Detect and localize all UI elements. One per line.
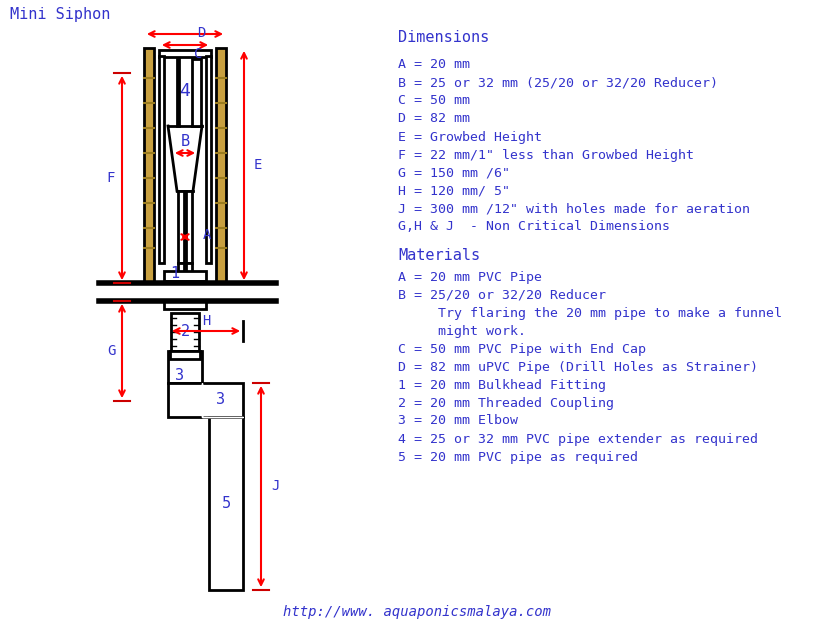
Text: Mini Siphon: Mini Siphon xyxy=(10,6,110,21)
Text: B = 25 or 32 mm (25/20 or 32/20 Reducer): B = 25 or 32 mm (25/20 or 32/20 Reducer) xyxy=(398,76,718,89)
Text: 3: 3 xyxy=(175,367,184,382)
Bar xyxy=(168,351,202,383)
Text: F = 22 mm/1" less than Growbed Height: F = 22 mm/1" less than Growbed Height xyxy=(398,149,694,161)
Bar xyxy=(206,56,211,263)
Text: 4 = 25 or 32 mm PVC pipe extender as required: 4 = 25 or 32 mm PVC pipe extender as req… xyxy=(398,433,758,445)
Text: A = 20 mm PVC Pipe: A = 20 mm PVC Pipe xyxy=(398,270,542,284)
Bar xyxy=(178,263,184,283)
Text: 5 = 20 mm PVC pipe as required: 5 = 20 mm PVC pipe as required xyxy=(398,450,638,464)
Bar xyxy=(164,271,206,281)
Bar xyxy=(178,191,184,263)
Polygon shape xyxy=(202,383,243,417)
Text: B = 25/20 or 32/20 Reducer: B = 25/20 or 32/20 Reducer xyxy=(398,289,606,302)
Bar xyxy=(186,191,192,263)
Text: H: H xyxy=(202,314,210,328)
Text: 2: 2 xyxy=(180,324,189,340)
Text: E: E xyxy=(254,158,263,172)
Text: 1: 1 xyxy=(170,265,179,280)
Text: C = 50 mm PVC Pipe with End Cap: C = 50 mm PVC Pipe with End Cap xyxy=(398,343,646,355)
Bar xyxy=(171,313,199,351)
Bar xyxy=(159,56,164,263)
Bar xyxy=(186,263,192,283)
Text: 3 = 20 mm Elbow: 3 = 20 mm Elbow xyxy=(398,415,518,428)
Text: Try flaring the 20 mm pipe to make a funnel: Try flaring the 20 mm pipe to make a fun… xyxy=(398,307,782,319)
Text: 4: 4 xyxy=(179,82,190,100)
Text: C: C xyxy=(193,47,202,61)
Bar xyxy=(216,48,226,283)
Text: 1 = 20 mm Bulkhead Fitting: 1 = 20 mm Bulkhead Fitting xyxy=(398,379,606,391)
Text: might work.: might work. xyxy=(398,324,526,338)
Text: D = 82 mm: D = 82 mm xyxy=(398,113,470,125)
Bar xyxy=(192,59,201,126)
Text: 5: 5 xyxy=(222,496,230,510)
Text: G: G xyxy=(107,344,115,358)
Text: B: B xyxy=(180,134,189,149)
Text: 3: 3 xyxy=(217,392,225,408)
Bar xyxy=(177,59,179,126)
Text: G,H & J  - Non Critical Dimensions: G,H & J - Non Critical Dimensions xyxy=(398,220,670,234)
Text: A: A xyxy=(203,228,211,242)
Text: C = 50 mm: C = 50 mm xyxy=(398,94,470,108)
Text: G = 150 mm /6": G = 150 mm /6" xyxy=(398,166,510,180)
Text: F: F xyxy=(107,171,115,185)
Text: H = 120 mm/ 5": H = 120 mm/ 5" xyxy=(398,185,510,197)
Text: Materials: Materials xyxy=(398,248,480,263)
Bar xyxy=(170,351,200,359)
Text: A = 20 mm: A = 20 mm xyxy=(398,59,470,71)
Text: 2 = 20 mm Threaded Coupling: 2 = 20 mm Threaded Coupling xyxy=(398,396,614,410)
Text: D: D xyxy=(197,26,205,40)
Text: http://www. aquaponicsmalaya.com: http://www. aquaponicsmalaya.com xyxy=(283,605,551,619)
Bar xyxy=(209,417,243,590)
Text: J: J xyxy=(271,479,279,493)
Text: Dimensions: Dimensions xyxy=(398,30,490,45)
Bar xyxy=(168,383,243,417)
Text: E = Growbed Height: E = Growbed Height xyxy=(398,130,542,144)
Text: D = 82 mm uPVC Pipe (Drill Holes as Strainer): D = 82 mm uPVC Pipe (Drill Holes as Stra… xyxy=(398,360,758,374)
Bar xyxy=(159,50,211,57)
Bar xyxy=(144,48,154,283)
Text: J = 300 mm /12" with holes made for aeration: J = 300 mm /12" with holes made for aera… xyxy=(398,202,750,215)
Bar xyxy=(164,301,206,309)
